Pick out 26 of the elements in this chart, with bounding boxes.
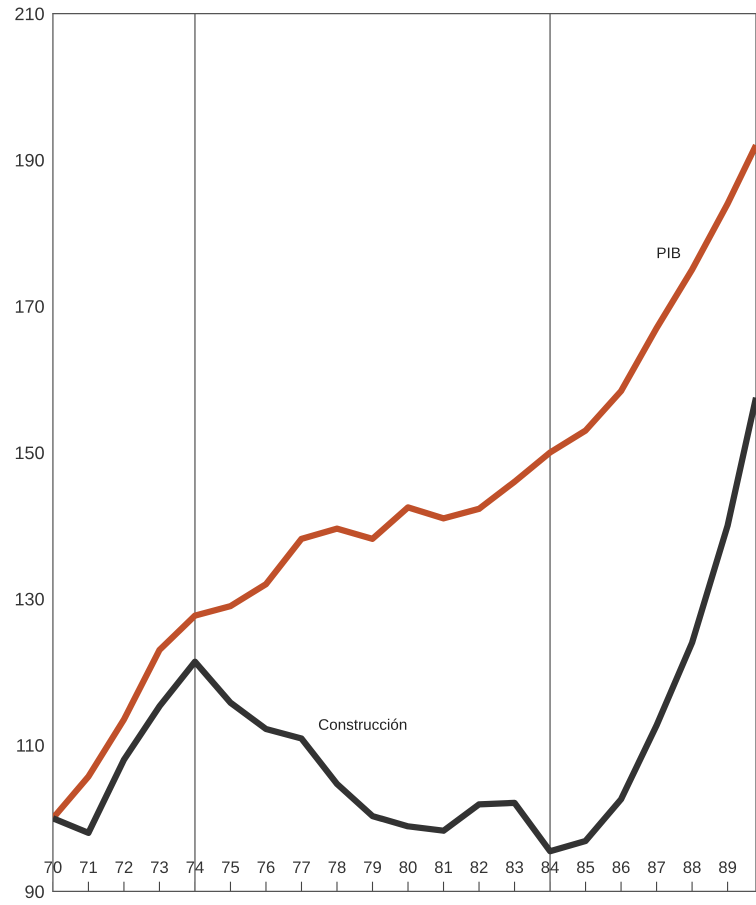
x-tick-label: 86 — [612, 861, 630, 874]
x-tick-label: 85 — [577, 861, 594, 874]
x-tick-label: 75 — [222, 861, 240, 874]
x-tick-label: 71 — [80, 861, 97, 873]
x-tick-label: 76 — [258, 861, 275, 874]
x-tick-label: 83 — [506, 861, 524, 874]
x-tick-label: 88 — [684, 861, 701, 874]
y-tick-label: 210 — [15, 8, 44, 20]
x-tick-label: 79 — [364, 861, 381, 874]
x-tick-label: 78 — [328, 861, 346, 874]
annotation: Construcción — [318, 718, 406, 730]
x-tick-label: 77 — [293, 861, 310, 873]
x-tick-label: 87 — [648, 861, 666, 874]
y-tick-label: 150 — [16, 446, 44, 460]
x-tick-label: 72 — [116, 861, 132, 873]
x-tick-label: 82 — [470, 861, 488, 874]
x-tick-label: 73 — [151, 861, 168, 874]
x-tick-label: 81 — [434, 861, 452, 874]
x-tick-label: 89 — [719, 861, 736, 874]
y-tick-label: 110 — [17, 739, 44, 752]
y-tick-label: 170 — [16, 300, 44, 313]
annotation: PIB — [658, 248, 680, 258]
x-tick-label: 80 — [399, 861, 417, 874]
y-tick-label: 130 — [16, 592, 44, 606]
y-tick-label: 190 — [16, 154, 44, 167]
y-tick-label: 90 — [25, 885, 44, 898]
